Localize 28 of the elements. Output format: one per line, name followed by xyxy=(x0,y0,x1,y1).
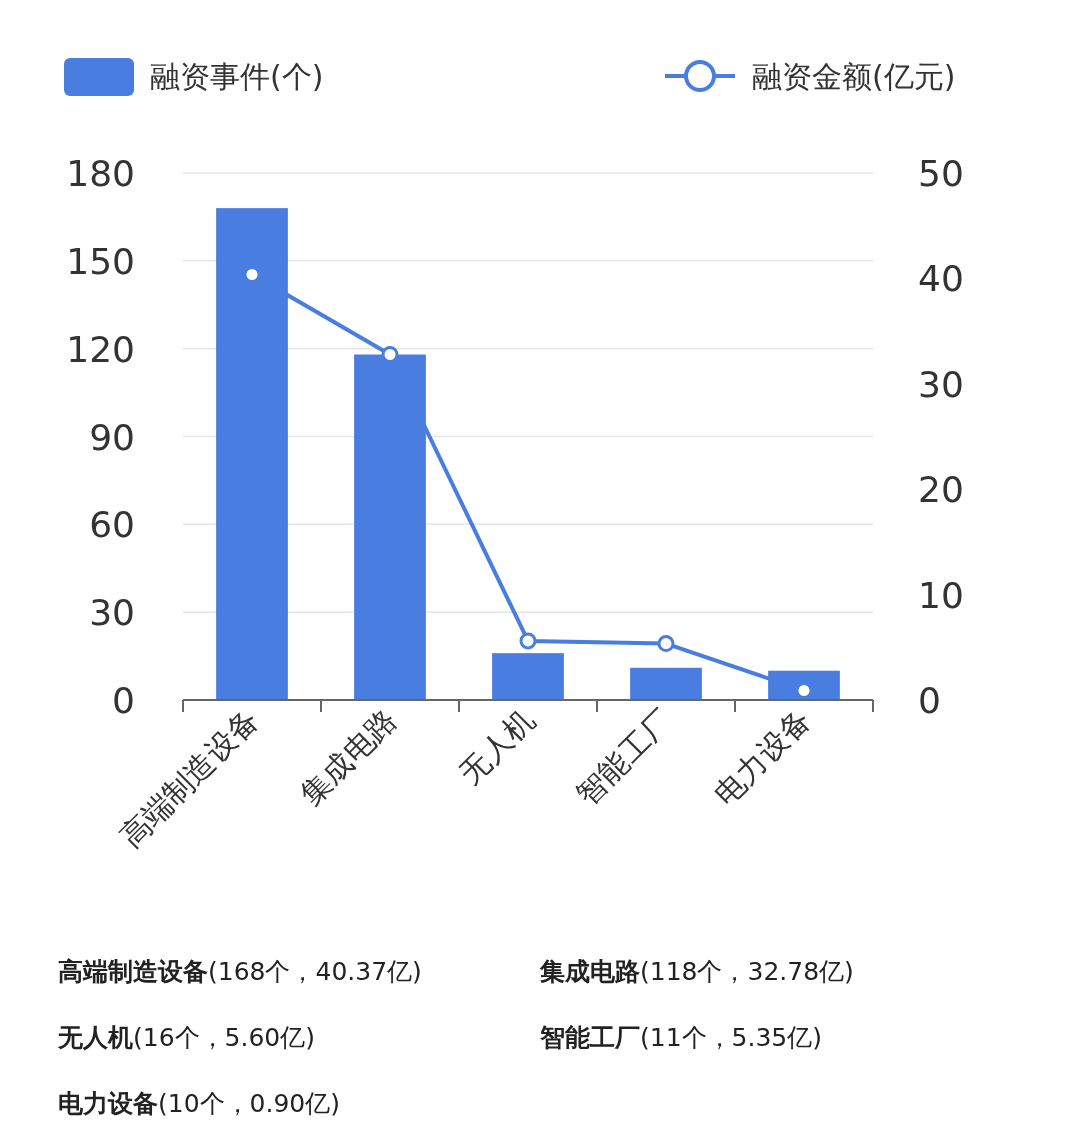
y2-tick-label: 20 xyxy=(918,469,964,511)
point xyxy=(519,632,537,650)
bar xyxy=(492,653,564,700)
text: 无人机(16个，5.60亿) xyxy=(57,1023,315,1052)
y-tick-label: 180 xyxy=(66,153,135,194)
x-tick-label: 智能工厂 xyxy=(569,702,679,812)
y-tick-label: 150 xyxy=(66,240,135,282)
x-tick-label: 无人机 xyxy=(452,702,541,791)
text: 集成电路(118个，32.78亿) xyxy=(539,957,854,986)
text: 智能工厂(11个，5.35亿) xyxy=(539,1023,822,1052)
y-tick-label: 60 xyxy=(89,504,135,546)
y2-tick-label: 0 xyxy=(918,680,941,721)
x-tick-label: 电力设备 xyxy=(707,702,817,812)
legend-label: 融资金额(亿元) xyxy=(752,59,956,94)
y-tick-label: 30 xyxy=(89,592,135,634)
text: 高端制造设备(168个，40.37亿) xyxy=(58,957,422,986)
legend-label: 融资事件(个) xyxy=(150,59,324,94)
x-tick-label: 集成电路 xyxy=(293,702,403,812)
y-tick-label: 90 xyxy=(89,416,135,458)
y2-tick-label: 30 xyxy=(918,363,964,405)
text: 电力设备(10个，0.90亿) xyxy=(58,1089,340,1118)
y-tick-label: 120 xyxy=(66,328,135,370)
y2-tick-label: 40 xyxy=(918,258,964,300)
y2-tick-label: 50 xyxy=(918,153,964,194)
point xyxy=(657,635,675,653)
bar xyxy=(630,667,702,700)
y2-tick-label: 10 xyxy=(918,574,964,616)
y-tick-label: 0 xyxy=(112,680,135,721)
